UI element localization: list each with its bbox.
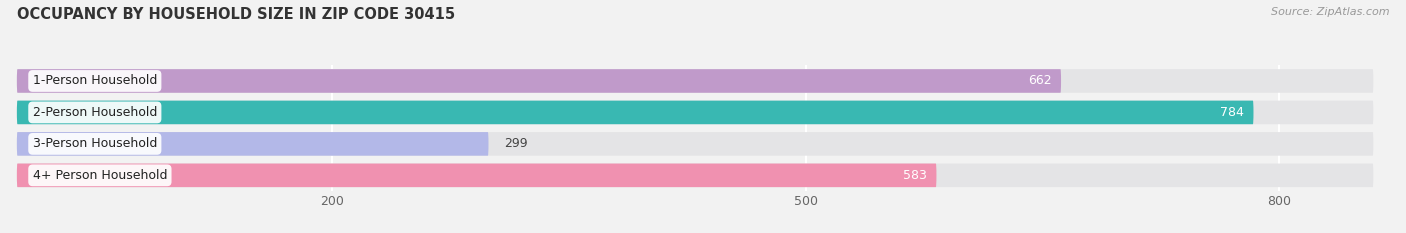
FancyBboxPatch shape — [17, 69, 1062, 93]
Text: 583: 583 — [903, 169, 927, 182]
FancyBboxPatch shape — [17, 164, 1374, 187]
FancyBboxPatch shape — [17, 101, 1374, 124]
Text: 784: 784 — [1220, 106, 1244, 119]
FancyBboxPatch shape — [17, 132, 1374, 156]
FancyBboxPatch shape — [17, 132, 488, 156]
FancyBboxPatch shape — [17, 164, 936, 187]
Text: 662: 662 — [1028, 75, 1052, 87]
Text: 299: 299 — [505, 137, 527, 150]
Text: OCCUPANCY BY HOUSEHOLD SIZE IN ZIP CODE 30415: OCCUPANCY BY HOUSEHOLD SIZE IN ZIP CODE … — [17, 7, 456, 22]
Text: 1-Person Household: 1-Person Household — [32, 75, 157, 87]
FancyBboxPatch shape — [17, 101, 1254, 124]
Text: 2-Person Household: 2-Person Household — [32, 106, 157, 119]
Text: 4+ Person Household: 4+ Person Household — [32, 169, 167, 182]
Text: Source: ZipAtlas.com: Source: ZipAtlas.com — [1271, 7, 1389, 17]
Text: 3-Person Household: 3-Person Household — [32, 137, 157, 150]
FancyBboxPatch shape — [17, 69, 1374, 93]
